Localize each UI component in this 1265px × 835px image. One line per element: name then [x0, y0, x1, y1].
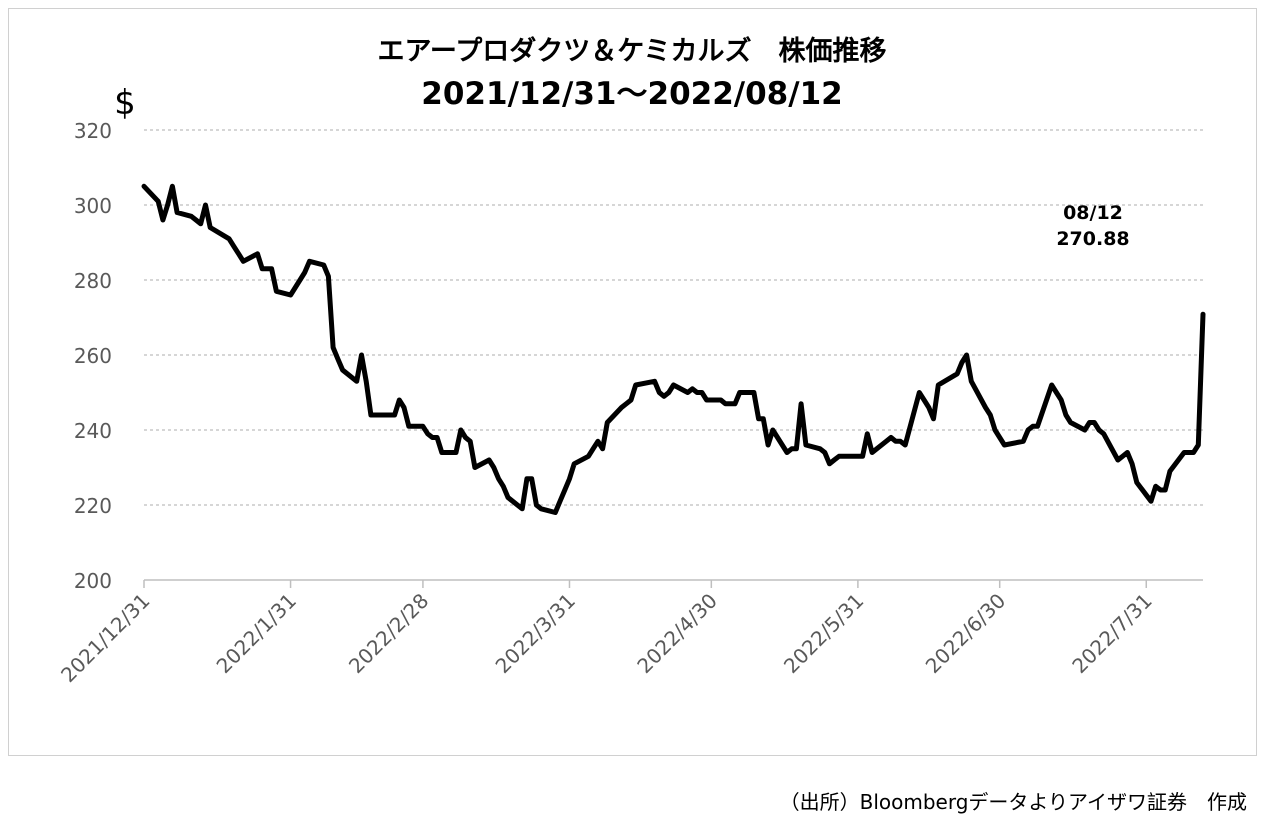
x-tick-label: 2022/5/31	[779, 589, 868, 678]
source-note: （出所）Bloombergデータよりアイザワ証券 作成	[779, 790, 1247, 814]
x-tick-label: 2022/4/30	[632, 589, 721, 678]
x-tick-label: 2022/7/31	[1067, 589, 1156, 678]
x-tick-label: 2022/2/28	[344, 589, 433, 678]
chart-title: エアープロダクツ＆ケミカルズ 株価推移	[378, 35, 887, 67]
y-tick-label: 220	[74, 494, 112, 518]
y-tick-label: 240	[74, 419, 112, 443]
y-tick-label: 200	[74, 569, 112, 593]
y-tick-label: 280	[74, 269, 112, 293]
x-axis-ticks: 2021/12/31 2022/1/31 2022/2/28 2022/3/31 202…	[56, 580, 1157, 687]
chart-subtitle: 2021/12/31～2022/08/12	[421, 76, 842, 112]
y-axis-ticks: 200 220 240 260 280 300 320	[74, 119, 112, 593]
y-tick-label: 300	[74, 194, 112, 218]
series-line-price	[141, 183, 1206, 515]
x-tick-label: 2021/12/31	[56, 589, 154, 687]
gridlines	[144, 129, 1203, 506]
x-tick-label: 2022/6/30	[921, 589, 1010, 678]
y-tick-label: 320	[74, 119, 112, 143]
annotation-value: 270.88	[1056, 228, 1129, 250]
y-axis-unit: $	[114, 83, 136, 123]
chart-frame	[8, 8, 1257, 756]
annotation-date: 08/12	[1063, 202, 1123, 224]
y-tick-label: 260	[74, 344, 112, 368]
x-tick-label: 2022/1/31	[212, 589, 301, 678]
x-tick-label: 2022/3/31	[491, 589, 580, 678]
